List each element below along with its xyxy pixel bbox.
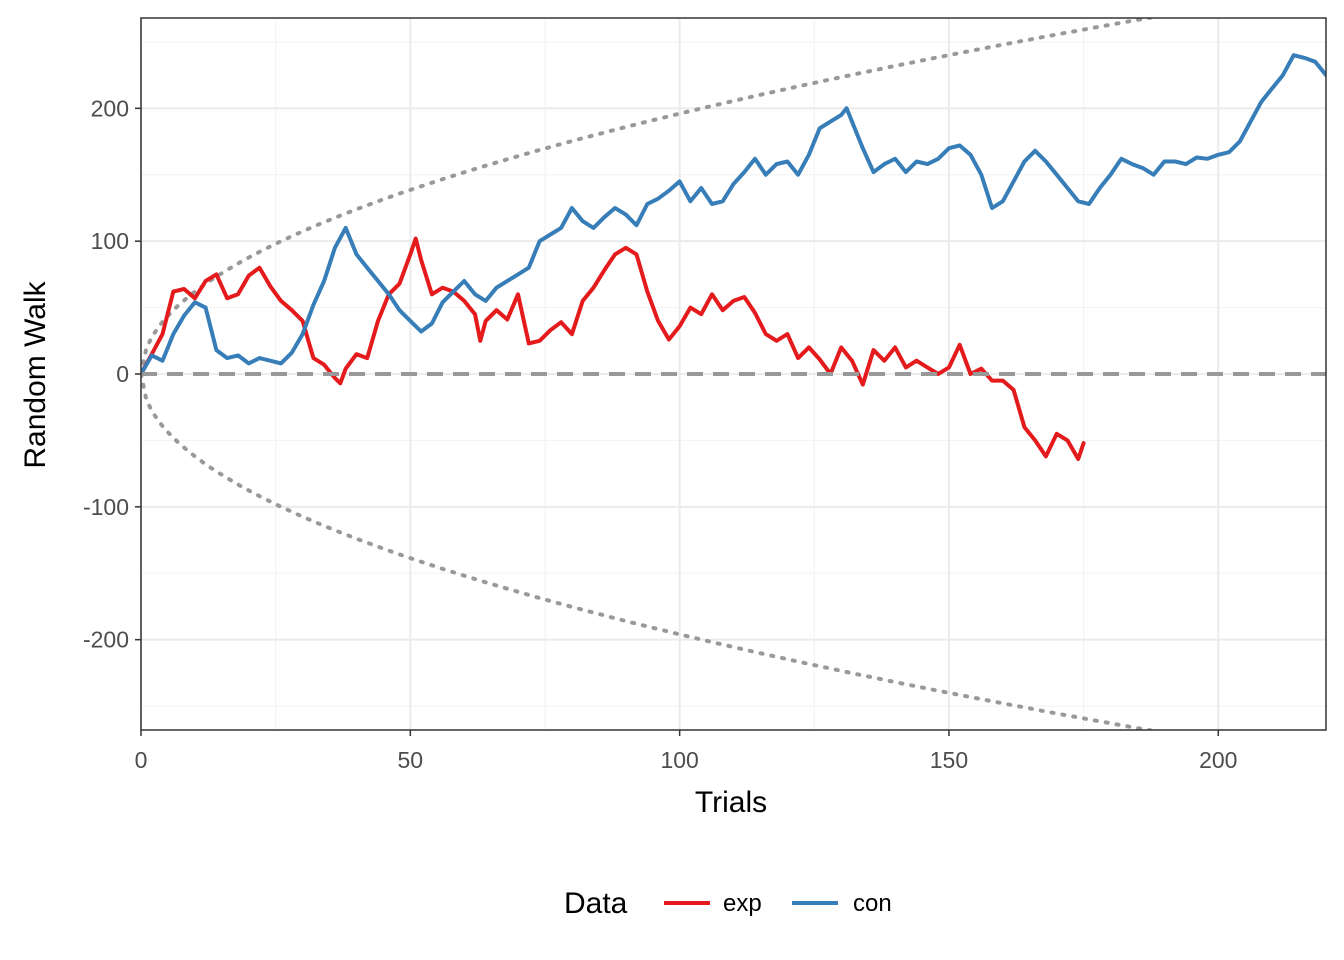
x-tick-label: 0: [135, 747, 148, 773]
reference-lines: [141, 18, 1160, 730]
y-tick-label: 200: [91, 95, 129, 121]
upper-boundary-line: [141, 18, 1160, 376]
legend-label-exp: exp: [723, 890, 762, 917]
x-tick-label: 150: [930, 747, 968, 773]
series-line-con: [141, 53, 1326, 376]
y-tick-label: -200: [83, 627, 129, 653]
y-tick-label: 0: [116, 361, 129, 387]
lower-boundary-line: [141, 372, 1160, 730]
series-layer: [141, 53, 1326, 461]
x-axis: 0 50 100 150 200: [135, 730, 1237, 773]
y-tick-label: -100: [83, 494, 129, 520]
y-axis-title: Random Walk: [19, 280, 52, 468]
x-tick-label: 200: [1199, 747, 1237, 773]
legend-title: Data: [564, 887, 628, 920]
legend: Data exp con: [564, 887, 892, 920]
legend-label-con: con: [853, 890, 892, 917]
y-axis: -200 -100 0 100 200: [83, 95, 141, 653]
y-tick-label: 100: [91, 228, 129, 254]
x-tick-label: 100: [660, 747, 698, 773]
x-tick-label: 50: [398, 747, 424, 773]
x-axis-title: Trials: [695, 786, 767, 819]
